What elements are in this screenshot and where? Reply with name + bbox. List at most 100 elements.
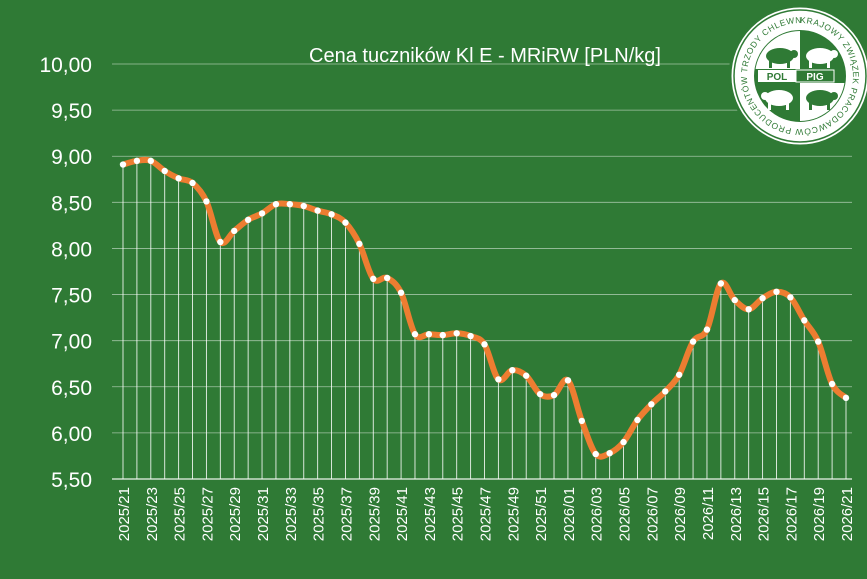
y-tick-label: 7,00	[51, 331, 92, 354]
data-point	[314, 207, 321, 214]
grid-layer	[112, 63, 852, 480]
data-point	[383, 274, 391, 282]
y-tick-label: 5,50	[51, 469, 92, 492]
x-tick-label: 2026/17	[783, 487, 800, 541]
data-point	[787, 294, 794, 301]
data-point	[244, 216, 252, 224]
data-point	[536, 390, 544, 398]
data-point	[133, 157, 141, 165]
data-point	[439, 331, 446, 339]
data-point	[745, 306, 752, 313]
drop-lines	[122, 160, 847, 479]
pig-icon-top-right	[806, 48, 838, 68]
x-tick-label: 2025/33	[283, 487, 300, 541]
data-point	[509, 366, 516, 374]
y-tick-label: 9,50	[51, 100, 92, 123]
x-axis-ticks: 2025/21 2025/23 2025/25 2025/27 2025/29 2025/…	[116, 487, 856, 541]
x-tick-label: 2026/03	[589, 487, 606, 541]
x-tick-label: 2026/01	[561, 487, 578, 541]
data-point	[550, 391, 558, 399]
chart-title: Cena tuczników Kl E - MRiRW [PLN/kg]	[309, 45, 661, 67]
data-point	[411, 331, 419, 338]
logo-outer-ring	[733, 9, 867, 143]
x-tick-label: 2025/21	[116, 487, 133, 541]
data-point	[258, 210, 266, 217]
x-tick-label: 2026/21	[839, 487, 856, 541]
x-tick-label: 2025/25	[172, 487, 189, 541]
data-point	[564, 377, 572, 384]
x-tick-label: 2026/19	[811, 487, 828, 541]
data-point	[648, 401, 655, 408]
data-point	[467, 332, 474, 340]
x-tick-label: 2025/49	[505, 487, 522, 541]
x-tick-label: 2025/47	[478, 487, 495, 541]
data-point	[217, 238, 224, 246]
pig-icon-top-left	[766, 48, 798, 68]
data-point	[272, 200, 280, 208]
y-axis-ticks: 10,00 9,50 9,00 8,50 8,00 7,50 7,00 6,50 6,00 5,5…	[39, 54, 92, 492]
logo-text-pig: PIG	[806, 72, 823, 83]
data-point	[189, 179, 196, 187]
data-point	[175, 175, 182, 182]
data-point	[356, 240, 363, 248]
x-tick-label: 2025/31	[255, 487, 272, 541]
data-point	[161, 167, 168, 175]
x-tick-label: 2025/43	[422, 487, 439, 541]
x-tick-label: 2026/15	[756, 487, 773, 541]
data-point	[397, 289, 405, 296]
data-point	[578, 417, 586, 425]
data-point	[662, 388, 669, 395]
data-point	[731, 296, 738, 304]
data-point	[203, 198, 210, 205]
data-point	[592, 450, 599, 458]
data-point	[689, 338, 697, 345]
x-tick-label: 2026/13	[728, 487, 745, 541]
data-point	[328, 211, 335, 218]
x-tick-label: 2025/27	[199, 487, 216, 541]
data-point	[286, 200, 294, 208]
data-point	[828, 380, 836, 388]
x-tick-label: 2025/45	[450, 487, 467, 541]
data-point	[634, 416, 641, 424]
y-tick-label: 8,00	[51, 238, 92, 261]
data-point	[717, 280, 725, 287]
data-point	[147, 157, 155, 165]
data-point	[814, 338, 822, 345]
x-tick-label: 2025/51	[533, 487, 550, 541]
data-point	[606, 449, 613, 457]
x-tick-label: 2025/41	[394, 487, 411, 541]
marker-layer	[119, 157, 850, 458]
x-tick-label: 2025/37	[338, 487, 355, 541]
y-tick-label: 7,50	[51, 285, 92, 308]
data-point	[425, 331, 433, 338]
data-point	[842, 394, 850, 402]
data-point	[620, 438, 627, 446]
data-point	[481, 341, 488, 348]
x-tick-label: 2026/05	[617, 487, 634, 541]
data-point	[495, 376, 502, 383]
data-point	[759, 295, 766, 302]
data-point	[453, 330, 460, 337]
data-point	[119, 161, 127, 168]
pig-icon-bottom-right	[806, 90, 838, 110]
y-tick-label: 9,00	[51, 146, 92, 169]
x-tick-label: 2025/35	[311, 487, 328, 541]
x-tick-label: 2026/07	[644, 487, 661, 541]
y-tick-label: 10,00	[39, 54, 92, 77]
data-point	[773, 288, 780, 295]
data-point	[231, 227, 238, 235]
y-tick-label: 8,50	[51, 192, 92, 215]
data-point	[300, 202, 307, 210]
data-point	[675, 371, 683, 378]
y-tick-label: 6,50	[51, 377, 92, 400]
x-tick-label: 2026/11	[700, 487, 717, 540]
pig-icon-bottom-left	[761, 90, 793, 110]
x-tick-label: 2025/39	[366, 487, 383, 541]
logo-text-pol: POL	[767, 72, 788, 83]
logo-badge-right	[795, 69, 835, 83]
data-point	[523, 372, 530, 379]
y-tick-label: 6,00	[51, 423, 92, 446]
data-point	[342, 219, 349, 226]
